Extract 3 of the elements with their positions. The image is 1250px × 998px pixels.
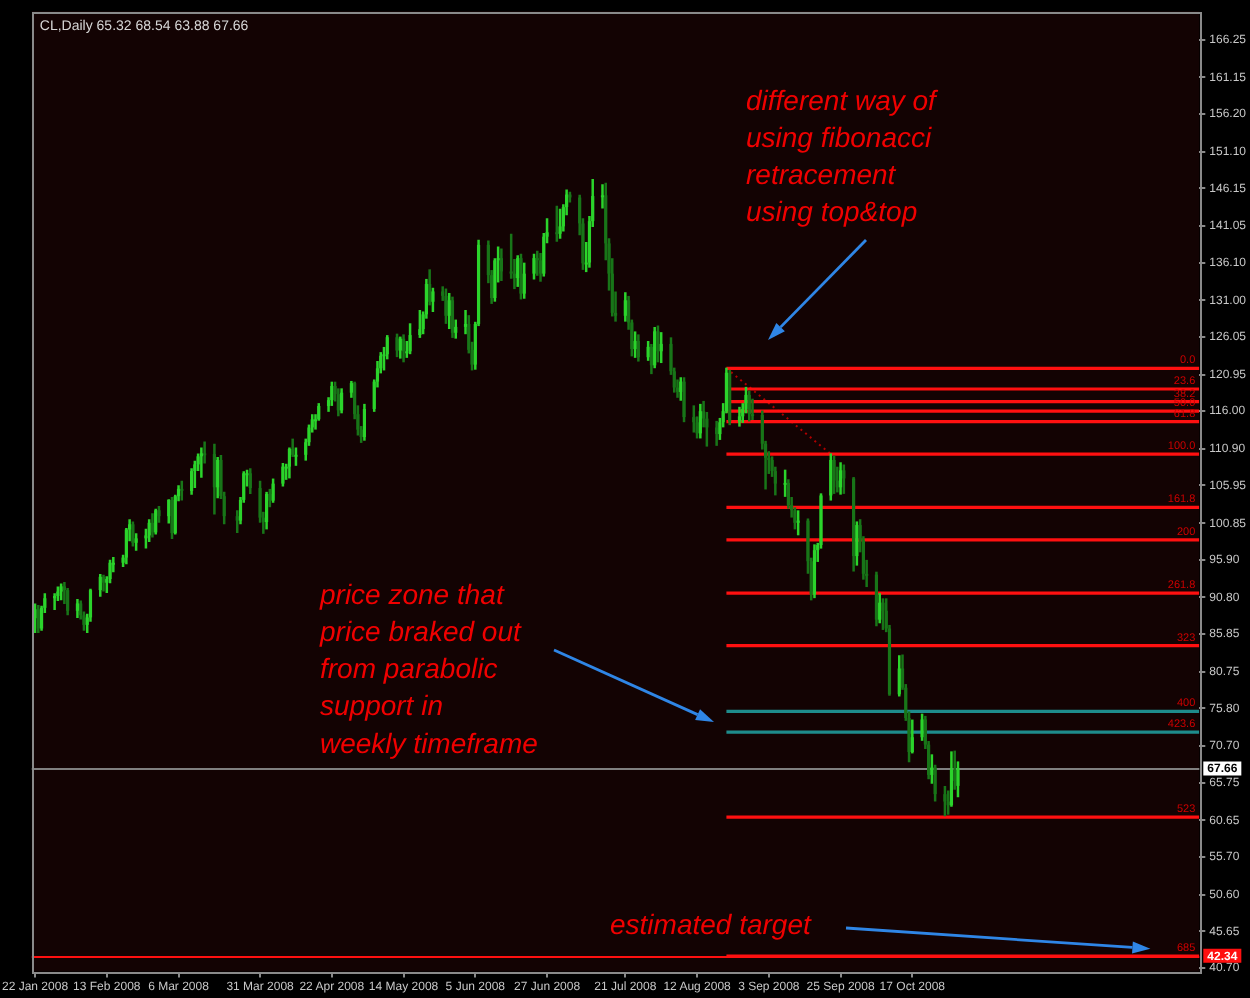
- annotation: price zone that price braked out from parabolic support in weekly timeframe: [318, 577, 539, 759]
- annotation: estimated target: [610, 907, 813, 940]
- annotation: different way of using fibonacci retracement using top&top: [746, 83, 941, 228]
